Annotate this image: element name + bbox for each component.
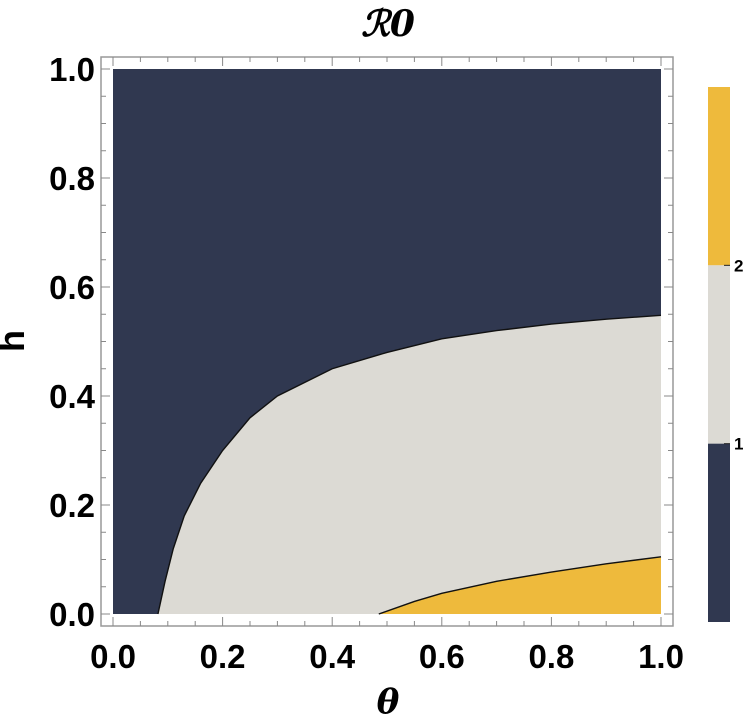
contour-line-level-2 xyxy=(378,556,662,615)
contour-line-level-1 xyxy=(157,314,662,615)
x-tick-label: 0.0 xyxy=(90,638,136,675)
tick-marks xyxy=(101,57,673,626)
region-above-2 xyxy=(378,556,661,614)
y-axis-label: h xyxy=(0,330,32,352)
colorbar-tick-label: 2 xyxy=(734,256,743,275)
colorbar-segment-above-2 xyxy=(708,87,730,266)
x-tick-label: 0.2 xyxy=(200,638,246,675)
chart-title: ℛ0 xyxy=(361,3,415,45)
x-tick-label: 0.4 xyxy=(309,638,356,675)
x-axis-label: θ xyxy=(377,682,400,722)
y-tick-labels: 0.0 0.2 0.4 0.6 0.8 1.0 xyxy=(49,51,96,633)
y-tick-label: 0.6 xyxy=(49,269,95,306)
y-tick-label: 0.8 xyxy=(49,160,95,197)
y-tick-label: 0.4 xyxy=(49,378,96,415)
y-tick-label: 0.0 xyxy=(49,596,95,633)
colorbar: 12 xyxy=(708,87,743,622)
colorbar-segment-below-1 xyxy=(708,443,730,622)
x-tick-label: 0.6 xyxy=(419,638,465,675)
plot-area xyxy=(113,69,662,615)
x-tick-label: 1.0 xyxy=(638,638,684,675)
x-tick-label: 0.8 xyxy=(528,638,574,675)
y-tick-label: 1.0 xyxy=(49,51,95,88)
y-tick-label: 0.2 xyxy=(49,487,95,524)
colorbar-segment-1-to-2 xyxy=(708,265,730,444)
x-tick-labels: 0.0 0.2 0.4 0.6 0.8 1.0 xyxy=(90,638,684,675)
colorbar-tick-label: 1 xyxy=(734,435,743,454)
region-1-to-2 xyxy=(157,315,661,614)
